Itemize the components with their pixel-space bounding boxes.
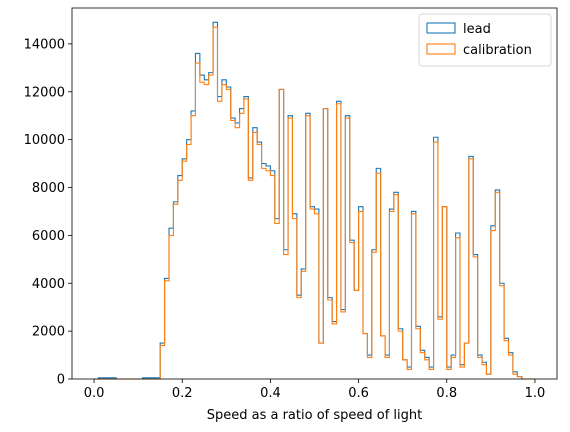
legend-label-calibration: calibration	[463, 43, 532, 58]
y-tick-label: 6000	[32, 229, 65, 244]
legend-box	[418, 13, 552, 67]
y-tick-label: 14000	[24, 37, 65, 52]
y-axis-ticks: 0 2000 4000 6000 8000 10000 12000 14000	[24, 37, 72, 388]
x-axis-ticks: 0.0 0.2 0.4 0.6 0.8 1.0	[84, 379, 546, 401]
x-tick-label: 0.2	[172, 386, 193, 401]
x-tick-label: 0.6	[348, 386, 369, 401]
y-tick-label: 2000	[32, 325, 65, 340]
legend: lead calibration	[418, 13, 552, 67]
x-tick-label: 0.0	[84, 386, 105, 401]
y-tick-label: 0	[57, 373, 65, 388]
y-tick-label: 10000	[24, 133, 65, 148]
legend-swatch-lead	[426, 22, 456, 34]
legend-swatch-calibration	[426, 43, 456, 55]
axes-frame	[71, 7, 558, 380]
y-tick-label: 12000	[24, 85, 65, 100]
x-tick-label: 1.0	[525, 386, 546, 401]
y-tick-label: 4000	[32, 277, 65, 292]
series-layer	[94, 21, 535, 380]
x-tick-label: 0.4	[260, 386, 281, 401]
y-tick-label: 8000	[32, 181, 65, 196]
x-axis-label: Speed as a ratio of speed of light	[207, 408, 423, 423]
x-tick-label: 0.8	[436, 386, 457, 401]
legend-label-lead: lead	[463, 22, 491, 37]
series-calibration-step	[94, 26, 535, 380]
